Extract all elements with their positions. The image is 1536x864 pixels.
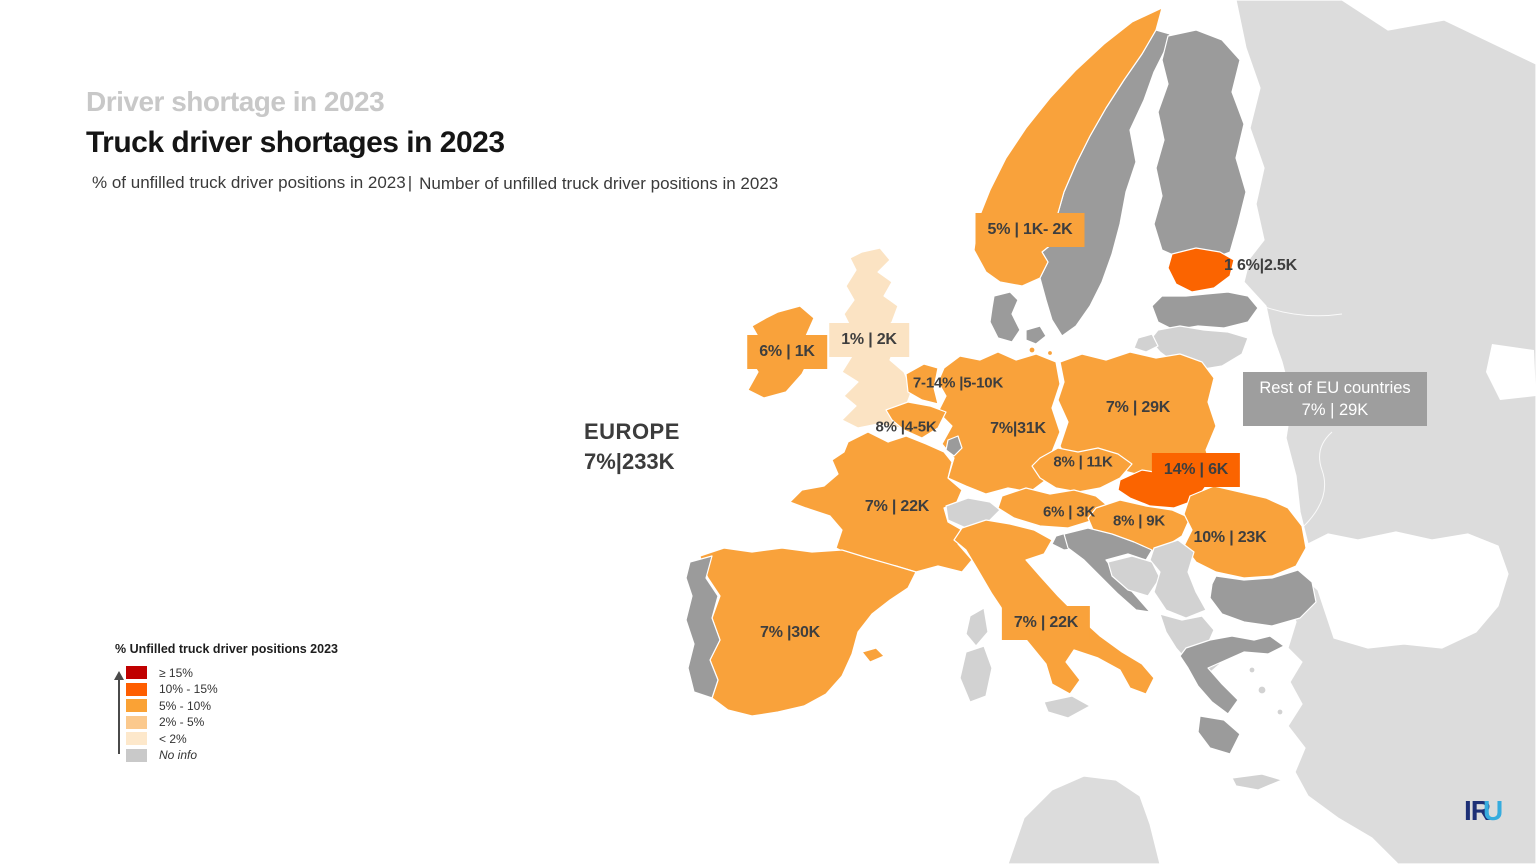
label-norway: 5% | 1K- 2K: [975, 213, 1085, 247]
legend-row: No info: [126, 748, 393, 762]
island: [1276, 708, 1284, 716]
internal-border: [1261, 305, 1343, 317]
legend-label: 5% - 10%: [159, 698, 212, 713]
country-bosnia: [1107, 555, 1161, 597]
label-united-kingdom: 1% | 2K: [829, 323, 909, 357]
island-sicily: [1043, 695, 1091, 719]
label-austria: 6% | 3K: [1043, 503, 1095, 521]
country-czechia: [1031, 447, 1133, 493]
legend-title: % Unfilled truck driver positions 2023: [115, 642, 338, 656]
label-italy: 7% | 22K: [1001, 606, 1091, 640]
legend-row: 2% - 5%: [126, 715, 393, 729]
island-balearics: [861, 647, 885, 663]
label-slovakia: 14% | 6K: [1151, 453, 1241, 487]
legend-swatch-10-15: [126, 682, 147, 696]
label-poland: 7% | 29K: [1105, 399, 1171, 416]
label-romania: 10% | 23K: [1193, 529, 1267, 546]
subtitle-divider: |: [407, 173, 413, 192]
island: [1028, 346, 1036, 354]
legend-label: < 2%: [159, 731, 187, 746]
legend-row: ≥ 15%: [126, 665, 393, 680]
country-latvia: [1151, 291, 1259, 331]
label-netherlands: 7-14% |5-10K: [912, 374, 1004, 392]
europe-summary-name: EUROPE: [584, 419, 680, 444]
legend-swatch-lt2: [126, 732, 147, 745]
country-denmark: [989, 291, 1021, 343]
country-serbia: [1149, 539, 1207, 619]
legend-row: 10% - 15%: [126, 682, 393, 696]
label-czechia: 8% | 11K: [1053, 453, 1113, 471]
label-spain: 7% |30K: [760, 624, 820, 641]
country-luxembourg: [945, 435, 963, 457]
legend-row: 5% - 10%: [126, 698, 393, 713]
country-portugal: [685, 555, 721, 699]
label-belgium: 8% |4-5K: [875, 418, 937, 436]
island: [1248, 666, 1256, 674]
country-north-africa: [1007, 775, 1161, 864]
legend-row: < 2%: [126, 731, 393, 746]
country-romania: [1183, 485, 1307, 579]
iru-logo-dark: IR: [1464, 795, 1491, 826]
country-finland: [1153, 29, 1247, 263]
europe-summary-value: 7%|233K: [584, 449, 675, 474]
country-netherlands: [905, 363, 939, 405]
legend-arrow-icon: [114, 671, 124, 754]
country-bulgaria: [1209, 569, 1317, 627]
europe-summary: EUROPE 7%|233K: [584, 417, 680, 477]
country-greece: [1179, 635, 1285, 715]
legend-label: ≥ 15%: [159, 665, 193, 680]
rest-of-eu-line1: Rest of EU countries: [1259, 379, 1411, 397]
kicker-title: Driver shortage in 2023: [86, 86, 385, 117]
iru-logo-light: U: [1483, 795, 1503, 826]
island-sardinia: [959, 645, 993, 703]
country-denmark-island: [1025, 325, 1047, 345]
label-france: 7% | 22K: [864, 498, 930, 515]
legend: % Unfilled truck driver positions 2023 ≥…: [113, 642, 393, 765]
lake: [1486, 344, 1536, 400]
country-france: [789, 431, 973, 573]
label-estonia: 1 6%|2.5K: [1224, 257, 1297, 274]
subtitle-right: Number of unfilled truck driver position…: [419, 174, 779, 193]
iru-logo: IRU: [1464, 795, 1503, 827]
country-belgium: [885, 401, 947, 439]
legend-label: No info: [159, 748, 198, 762]
country-estonia: [1167, 247, 1235, 293]
subtitle-left: % of unfilled truck driver positions in …: [92, 173, 406, 192]
island-crete: [1231, 773, 1283, 791]
island-corsica: [965, 607, 989, 647]
page-title: Truck driver shortages in 2023: [86, 126, 505, 159]
label-ireland: 6% | 1K: [747, 335, 827, 369]
rest-of-eu-line2: 7% | 29K: [1301, 401, 1369, 419]
country-kaliningrad: [1133, 333, 1159, 353]
legend-label: 2% - 5%: [159, 715, 205, 729]
legend-swatch-no-info: [126, 748, 147, 762]
island: [1046, 349, 1054, 357]
country-eastern-landmass: [1235, 0, 1536, 864]
legend-swatch-5-10: [126, 699, 147, 712]
country-greece-peloponnese: [1197, 715, 1241, 755]
label-rest-of-eu: Rest of EU countries 7% | 29K: [1243, 372, 1427, 426]
island: [1257, 685, 1267, 695]
subtitle: % of unfilled truck driver positions in …: [92, 173, 778, 193]
label-hungary: 8% | 9K: [1113, 512, 1165, 530]
legend-label: 10% - 15%: [159, 682, 218, 696]
label-germany: 7%|31K: [990, 420, 1046, 437]
legend-swatch-2-5: [126, 715, 147, 729]
legend-swatch-ge15: [126, 666, 147, 679]
internal-border: [1303, 431, 1333, 527]
